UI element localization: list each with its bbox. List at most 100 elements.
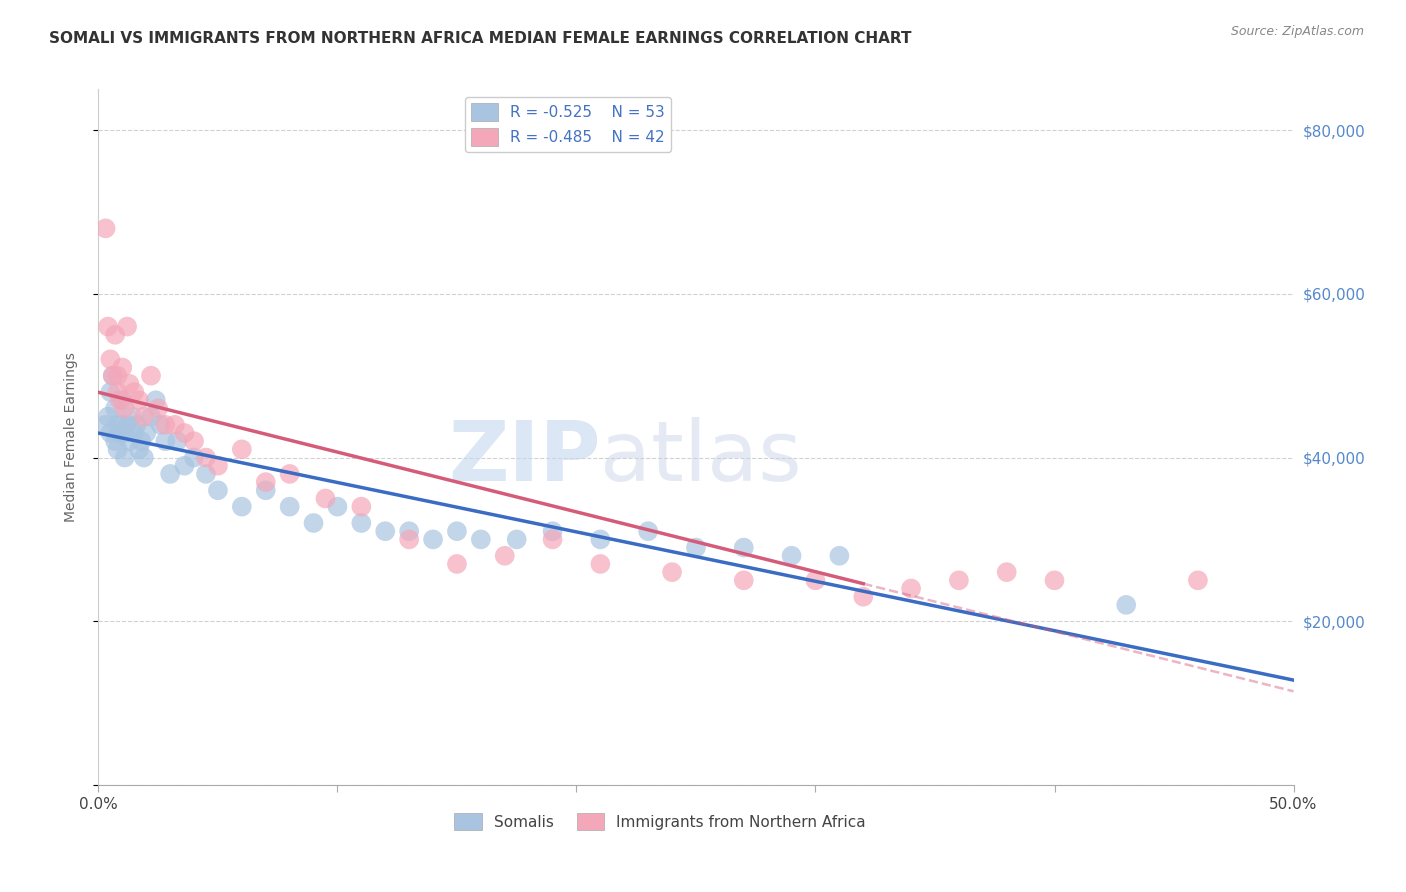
Point xyxy=(589,533,612,547)
Point xyxy=(155,434,177,449)
Point xyxy=(183,450,205,465)
Point xyxy=(173,425,195,440)
Text: atlas: atlas xyxy=(600,417,801,499)
Point xyxy=(101,368,124,383)
Point xyxy=(97,409,120,424)
Point xyxy=(948,574,970,588)
Text: Source: ZipAtlas.com: Source: ZipAtlas.com xyxy=(1230,25,1364,38)
Point xyxy=(124,385,146,400)
Point xyxy=(183,434,205,449)
Point xyxy=(114,401,136,416)
Point xyxy=(195,467,218,481)
Point xyxy=(733,541,755,555)
Point xyxy=(108,425,131,440)
Point xyxy=(494,549,516,563)
Point xyxy=(128,393,150,408)
Point xyxy=(231,442,253,457)
Point xyxy=(145,393,167,408)
Point xyxy=(111,417,134,432)
Point xyxy=(131,434,153,449)
Point xyxy=(166,434,188,449)
Point xyxy=(101,368,124,383)
Point xyxy=(132,409,155,424)
Point xyxy=(733,574,755,588)
Point xyxy=(94,221,117,235)
Point xyxy=(900,582,922,596)
Y-axis label: Median Female Earnings: Median Female Earnings xyxy=(63,352,77,522)
Point xyxy=(685,541,707,555)
Point xyxy=(231,500,253,514)
Point xyxy=(828,549,851,563)
Point xyxy=(108,393,131,408)
Point xyxy=(97,319,120,334)
Point xyxy=(107,417,129,432)
Point xyxy=(135,425,157,440)
Legend: Somalis, Immigrants from Northern Africa: Somalis, Immigrants from Northern Africa xyxy=(449,806,872,837)
Point xyxy=(118,376,141,391)
Point xyxy=(98,352,122,367)
Point xyxy=(446,557,468,571)
Point xyxy=(111,360,134,375)
Point xyxy=(104,401,127,416)
Point xyxy=(541,533,564,547)
Point xyxy=(139,368,162,383)
Point xyxy=(374,524,396,539)
Text: ZIP: ZIP xyxy=(449,417,600,499)
Point xyxy=(278,500,301,514)
Point xyxy=(207,458,229,473)
Point xyxy=(254,483,277,498)
Point xyxy=(104,434,127,449)
Point xyxy=(107,368,129,383)
Point xyxy=(139,409,162,424)
Point xyxy=(541,524,564,539)
Point xyxy=(506,533,529,547)
Point xyxy=(1187,574,1209,588)
Point xyxy=(207,483,229,498)
Point xyxy=(149,417,172,432)
Text: SOMALI VS IMMIGRANTS FROM NORTHERN AFRICA MEDIAN FEMALE EARNINGS CORRELATION CHA: SOMALI VS IMMIGRANTS FROM NORTHERN AFRIC… xyxy=(49,31,911,46)
Point xyxy=(114,450,136,465)
Point xyxy=(470,533,492,547)
Point xyxy=(98,385,122,400)
Point xyxy=(780,549,803,563)
Point xyxy=(195,450,218,465)
Point xyxy=(446,524,468,539)
Point xyxy=(115,319,138,334)
Point xyxy=(121,409,143,424)
Point xyxy=(637,524,659,539)
Point xyxy=(94,417,117,432)
Point xyxy=(107,442,129,457)
Point xyxy=(278,467,301,481)
Point xyxy=(589,557,612,571)
Point xyxy=(115,417,138,432)
Point xyxy=(254,475,277,489)
Point xyxy=(148,401,170,416)
Point xyxy=(326,500,349,514)
Point xyxy=(661,565,683,579)
Point xyxy=(132,450,155,465)
Point xyxy=(1043,574,1066,588)
Point xyxy=(111,393,134,408)
Point xyxy=(114,425,136,440)
Point xyxy=(315,491,337,506)
Point xyxy=(422,533,444,547)
Point xyxy=(398,524,420,539)
Point xyxy=(350,500,373,514)
Point xyxy=(104,327,127,342)
Point xyxy=(804,574,827,588)
Point xyxy=(125,417,148,432)
Point xyxy=(98,425,122,440)
Point xyxy=(124,425,146,440)
Point xyxy=(118,434,141,449)
Point xyxy=(1115,598,1137,612)
Point xyxy=(173,458,195,473)
Point xyxy=(159,467,181,481)
Point xyxy=(155,417,177,432)
Point xyxy=(128,442,150,457)
Point xyxy=(350,516,373,530)
Point xyxy=(107,385,129,400)
Point xyxy=(302,516,325,530)
Point xyxy=(995,565,1018,579)
Point xyxy=(852,590,875,604)
Point xyxy=(163,417,186,432)
